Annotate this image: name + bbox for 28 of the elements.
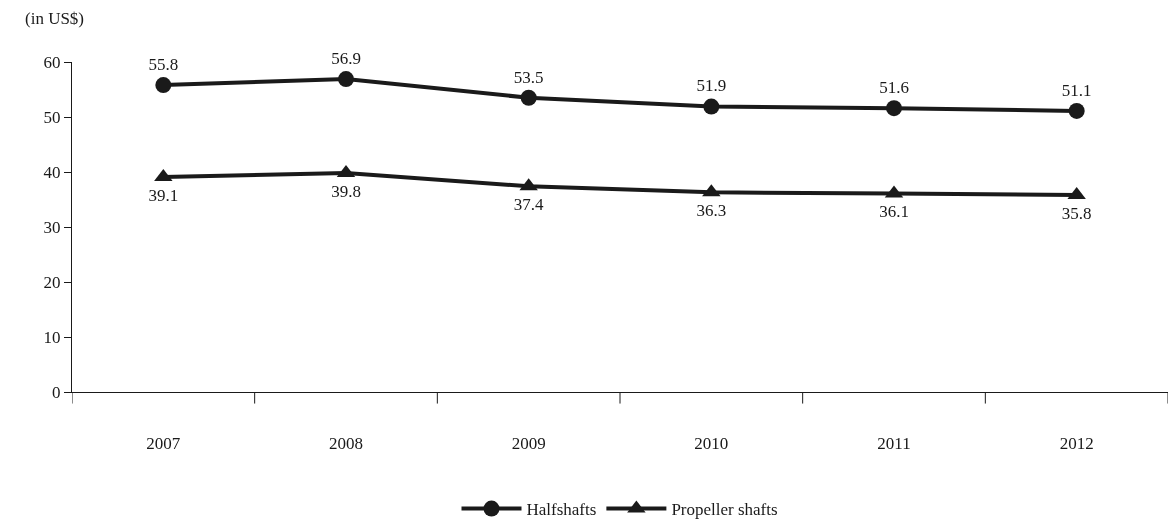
- y-tick-label: 30: [43, 217, 61, 237]
- data-label: 56.9: [331, 48, 361, 68]
- y-tick-label: 40: [43, 162, 61, 182]
- data-label: 39.1: [148, 185, 179, 205]
- x-tick-label: 2009: [511, 434, 546, 454]
- x-tick-label: 2008: [329, 434, 363, 454]
- data-label: 53.5: [513, 67, 544, 87]
- y-tick-label: 60: [43, 52, 61, 72]
- data-label: 55.8: [148, 54, 179, 74]
- y-axis-title: (in US$): [25, 9, 85, 28]
- data-label: 39.8: [331, 181, 361, 201]
- x-tick-label: 2012: [1059, 434, 1094, 454]
- data-label: 35.8: [1061, 203, 1092, 223]
- legend-label: Propeller shafts: [671, 500, 778, 520]
- y-tick-label: 50: [43, 107, 61, 127]
- y-tick-label: 0: [52, 382, 61, 402]
- x-tick-label: 2011: [877, 434, 911, 454]
- data-label: 51.1: [1061, 80, 1092, 100]
- data-label: 37.4: [513, 195, 545, 215]
- data-label: 51.9: [696, 76, 727, 96]
- y-tick-label: 10: [43, 327, 61, 347]
- y-tick-label: 20: [43, 272, 61, 292]
- data-label: 51.6: [879, 77, 909, 97]
- x-tick-label: 2010: [694, 434, 729, 454]
- data-label: 36.3: [696, 201, 727, 221]
- data-label: 36.1: [879, 202, 909, 222]
- legend-label: Halfshafts: [526, 500, 597, 520]
- x-tick-label: 2007: [146, 434, 181, 454]
